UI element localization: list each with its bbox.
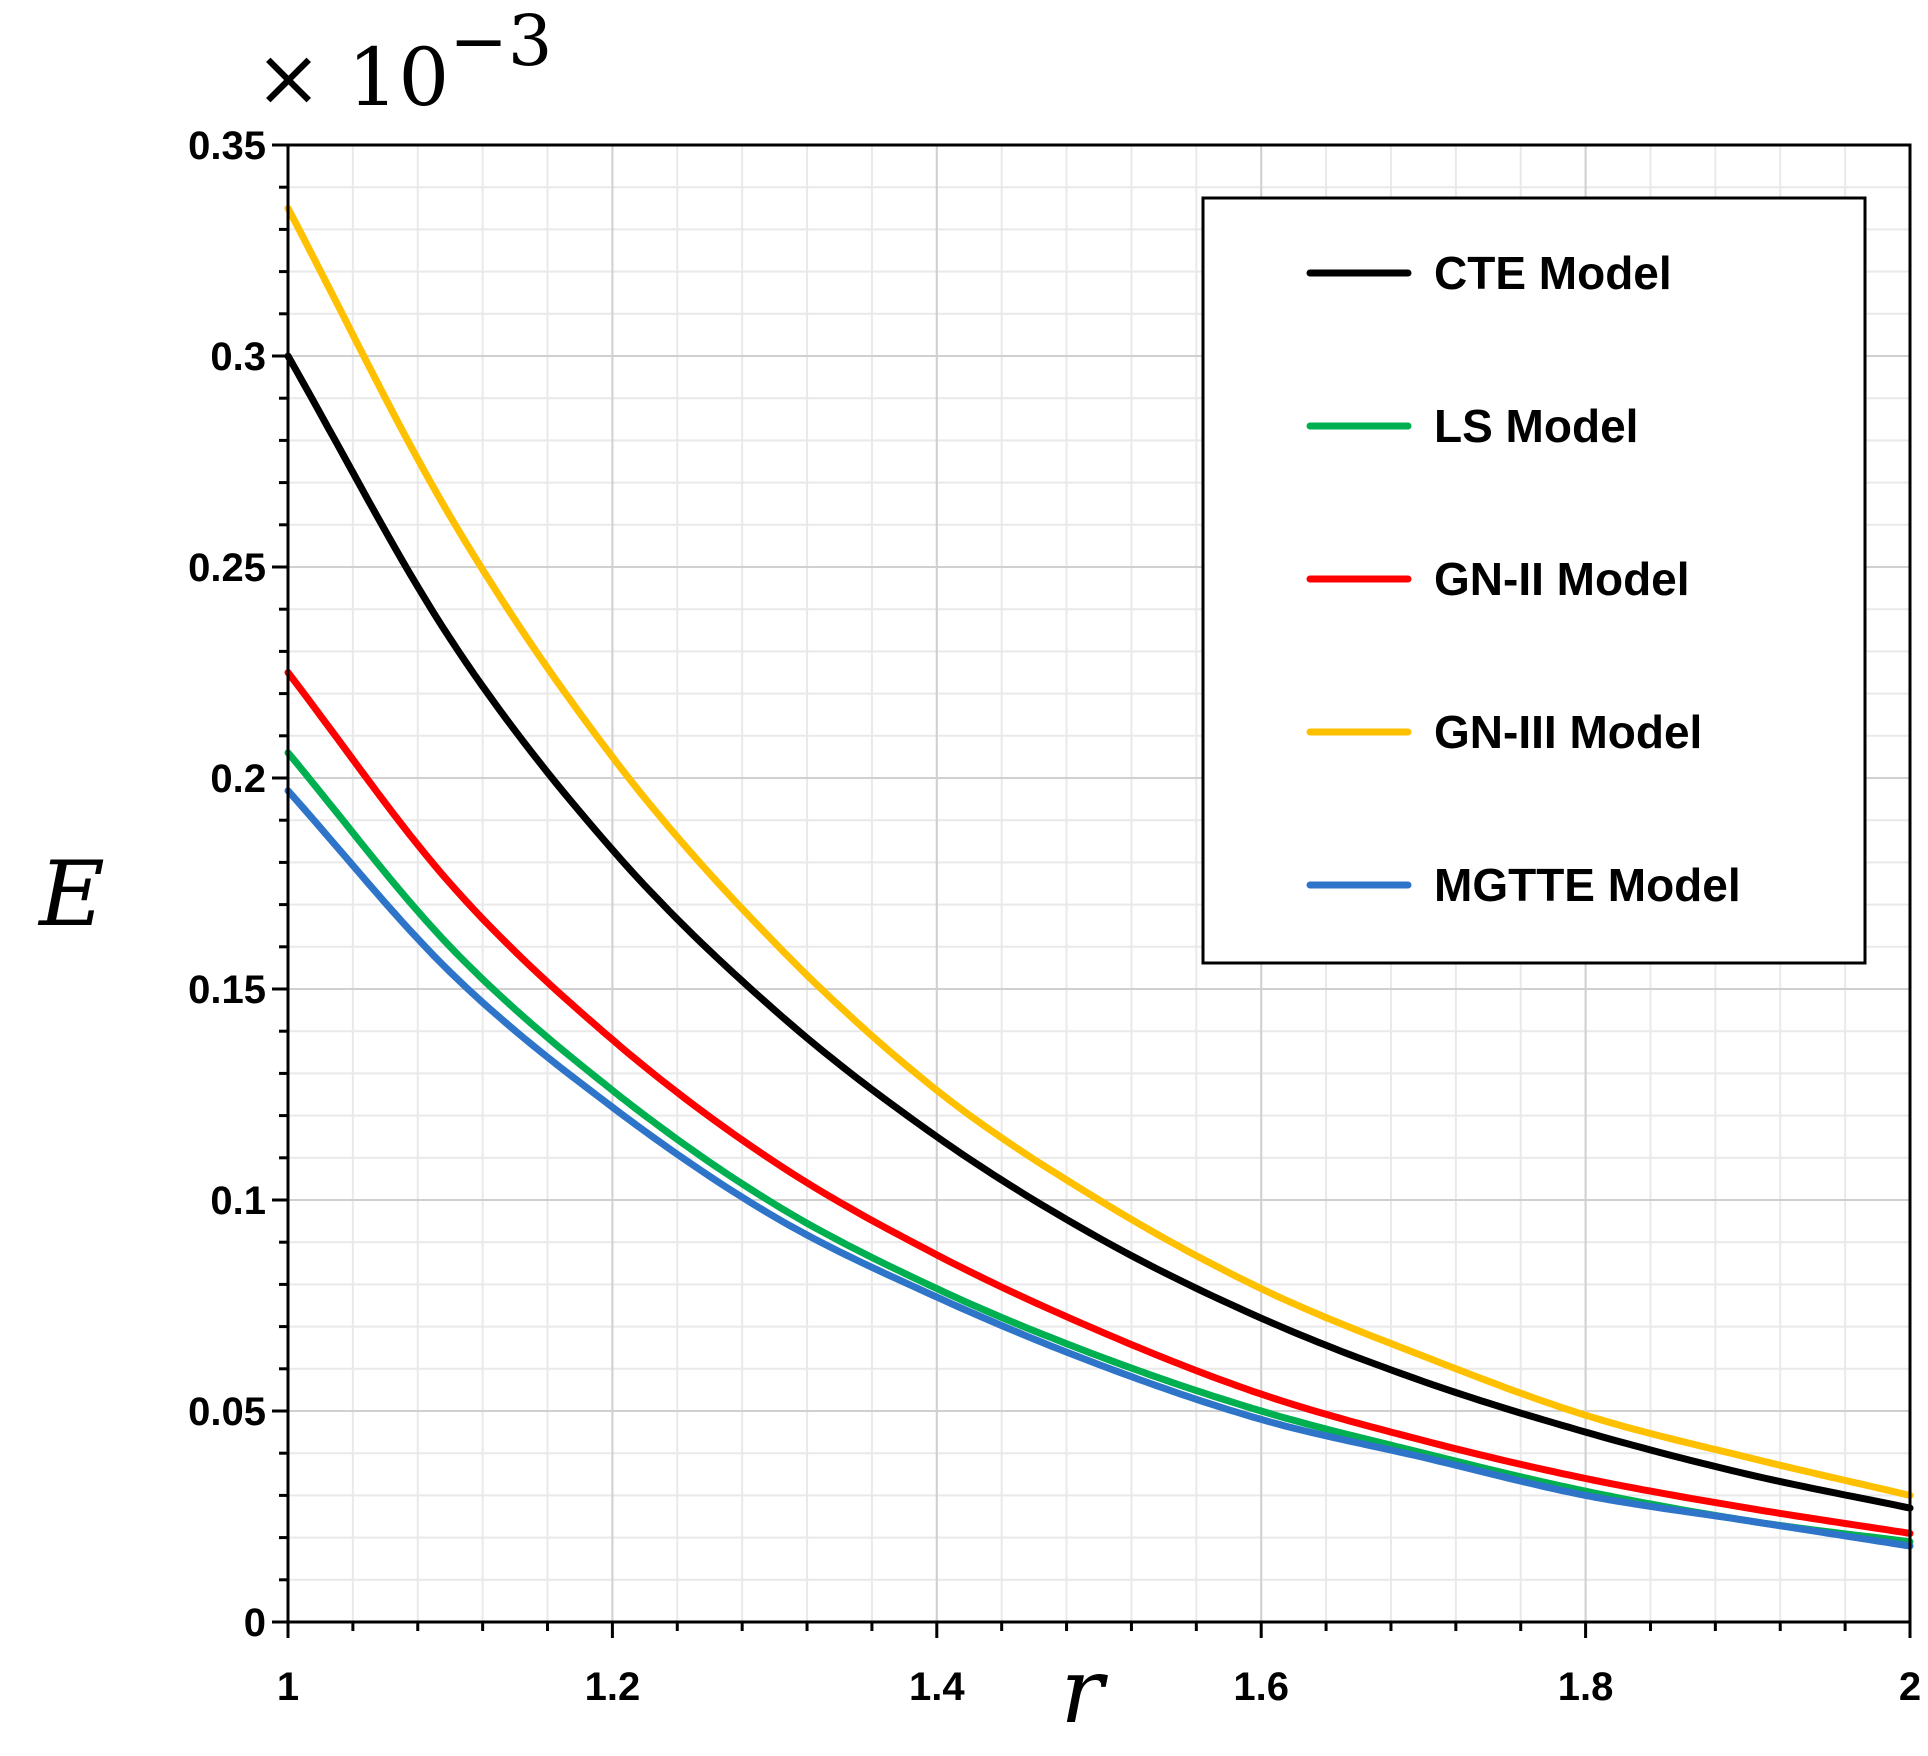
series-line-gn-iii-model xyxy=(284,204,1914,1499)
x-tick-label: 2 xyxy=(1899,1665,1921,1709)
plot-frame xyxy=(286,143,1912,1624)
x-tick-labels: 1 1.2 1.4 1.6 1.8 2 xyxy=(277,1665,1921,1709)
y-tick-label: 0.2 xyxy=(210,757,266,801)
y-multiplier-exponent: −3 xyxy=(449,0,552,82)
y-tick-label: 0 xyxy=(244,1601,266,1645)
y-tick-label: 0.15 xyxy=(188,968,266,1012)
x-tick-label: 1.8 xyxy=(1558,1665,1614,1709)
y-tick-label: 0.1 xyxy=(210,1179,266,1223)
x-axis-label: r xyxy=(1060,1639,1108,1744)
legend: CTE Model LS Model GN-II Model GN-III Model… xyxy=(1201,196,1867,965)
y-multiplier-base: × 10 xyxy=(255,31,449,124)
y-tick-label: 0.05 xyxy=(188,1390,266,1434)
y-multiplier-label: × 10−3 xyxy=(255,0,552,124)
series-line-mgtte-model xyxy=(284,787,1914,1550)
legend-label: GN-III Model xyxy=(1434,706,1702,758)
legend-label: CTE Model xyxy=(1434,247,1672,299)
legend-label: LS Model xyxy=(1434,400,1638,452)
series-line-cte-model xyxy=(284,352,1914,1512)
y-tick-label: 0.3 xyxy=(210,335,266,379)
series-line-gn-ii-model xyxy=(284,669,1914,1537)
x-tick-label: 1 xyxy=(277,1665,299,1709)
x-tick-label: 1.4 xyxy=(909,1665,965,1709)
y-tick-labels: 0 0.05 0.1 0.15 0.2 0.25 0.3 0.35 xyxy=(188,124,266,1645)
series-lines xyxy=(284,204,1914,1550)
legend-label: GN-II Model xyxy=(1434,553,1690,605)
y-tick-label: 0.35 xyxy=(188,124,266,168)
axis-ticks xyxy=(272,143,1912,1638)
y-axis-label: E xyxy=(37,842,105,947)
x-tick-label: 1.2 xyxy=(585,1665,641,1709)
y-tick-label: 0.25 xyxy=(188,546,266,590)
legend-label: MGTTE Model xyxy=(1434,859,1741,911)
x-tick-label: 1.6 xyxy=(1233,1665,1289,1709)
